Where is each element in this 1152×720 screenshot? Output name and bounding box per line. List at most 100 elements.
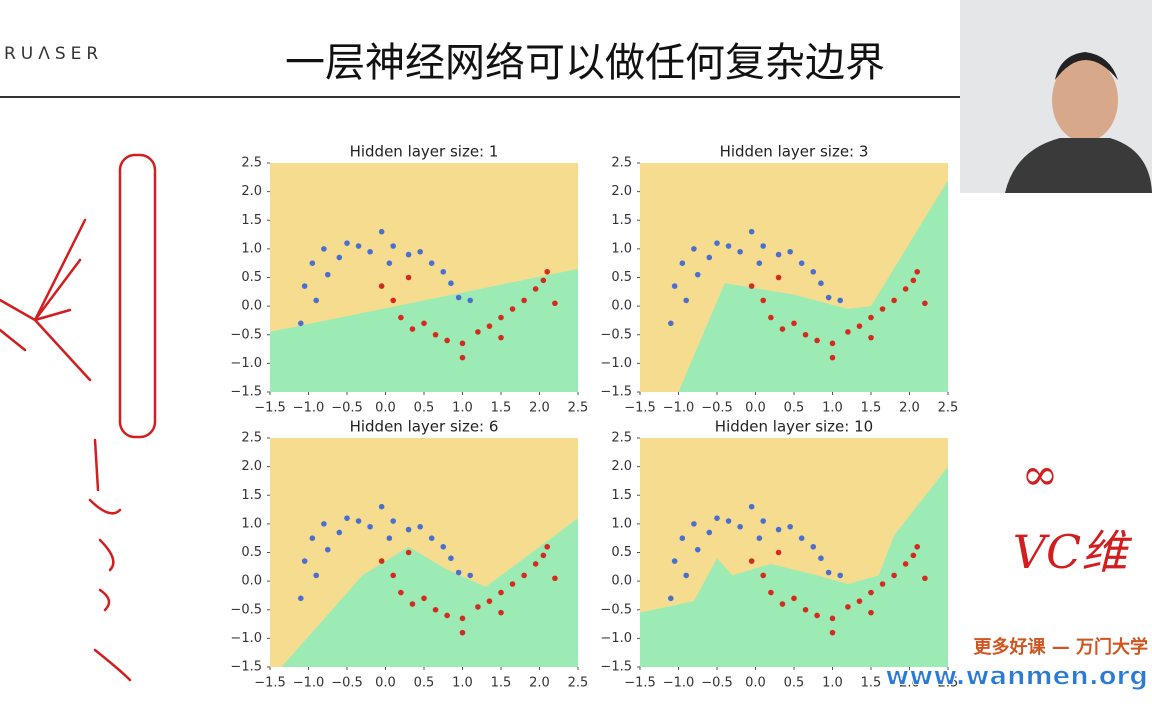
point bbox=[540, 552, 547, 559]
point bbox=[355, 243, 362, 249]
y-tick-label: 2.0 bbox=[611, 459, 632, 474]
point bbox=[486, 598, 493, 604]
point bbox=[706, 254, 713, 261]
decision-region bbox=[270, 268, 578, 392]
point bbox=[868, 609, 874, 616]
y-tick-label: −1.0 bbox=[230, 631, 262, 646]
point bbox=[324, 546, 331, 553]
point bbox=[532, 561, 539, 567]
point bbox=[868, 314, 874, 321]
x-tick-label: 2.0 bbox=[899, 676, 920, 691]
point bbox=[344, 240, 350, 246]
note-infinity: ∞ bbox=[1022, 450, 1059, 501]
x-tick-label: 1.5 bbox=[491, 676, 512, 691]
point bbox=[829, 354, 836, 361]
point bbox=[818, 280, 824, 287]
ink-lines bbox=[0, 218, 92, 382]
decision-region bbox=[678, 180, 948, 392]
point bbox=[791, 595, 797, 602]
y-tick-label: 2.0 bbox=[611, 184, 632, 199]
point bbox=[748, 283, 755, 289]
point bbox=[378, 558, 385, 564]
point bbox=[509, 581, 516, 587]
x-tick-label: −1.0 bbox=[293, 676, 325, 691]
shirt bbox=[1005, 138, 1152, 193]
x-tick-label: 2.0 bbox=[529, 401, 550, 416]
point bbox=[301, 283, 308, 289]
point bbox=[691, 521, 697, 527]
x-tick-label: 1.0 bbox=[452, 676, 473, 691]
point bbox=[521, 297, 527, 304]
y-tick-label: −1.0 bbox=[600, 631, 632, 646]
point bbox=[829, 340, 836, 347]
point bbox=[321, 521, 327, 527]
x-tick-label: 1.5 bbox=[491, 401, 512, 416]
x-tick-label: −0.5 bbox=[331, 401, 363, 416]
y-tick-label: 0.5 bbox=[611, 270, 632, 285]
y-tick-label: −0.5 bbox=[600, 327, 632, 342]
y-tick-label: 0.0 bbox=[611, 574, 632, 589]
point bbox=[367, 523, 373, 530]
point bbox=[748, 228, 755, 235]
point bbox=[390, 572, 397, 579]
point bbox=[787, 248, 793, 255]
point bbox=[902, 286, 909, 292]
y-tick-label: −1.5 bbox=[230, 660, 262, 675]
point bbox=[313, 572, 320, 579]
y-tick-label: 1.5 bbox=[611, 488, 632, 503]
x-tick-label: −1.0 bbox=[663, 676, 695, 691]
point bbox=[825, 569, 832, 576]
logo: RUΛSER bbox=[4, 44, 103, 64]
webcam bbox=[960, 0, 1152, 193]
point bbox=[879, 306, 886, 312]
plots: Hidden layer size: 1 −1.5 −1.0 −0.5 0.0 0.5 1.… bbox=[230, 143, 958, 691]
y-tick-label: −1.0 bbox=[230, 356, 262, 371]
watermark-url: www.wanmen.org bbox=[885, 662, 1148, 692]
point bbox=[378, 228, 385, 235]
point bbox=[775, 549, 782, 556]
point bbox=[405, 549, 412, 556]
y-tick-label: 2.5 bbox=[611, 431, 632, 446]
point bbox=[344, 515, 350, 521]
y-tick-label: 1.0 bbox=[611, 241, 632, 256]
y-tick-label: 2.5 bbox=[241, 431, 262, 446]
point bbox=[324, 271, 331, 278]
point bbox=[313, 297, 320, 304]
ink-box bbox=[118, 153, 157, 439]
point bbox=[448, 555, 454, 562]
point bbox=[706, 529, 713, 536]
point bbox=[475, 604, 481, 610]
y-tick-label: −1.5 bbox=[600, 385, 632, 400]
point bbox=[440, 268, 447, 275]
chart: Hidden layer size: 6 −1.5 −1.0 −0.5 0.0 0.5 1.… bbox=[230, 418, 588, 691]
y-tick-label: −0.5 bbox=[600, 602, 632, 617]
point bbox=[748, 558, 755, 564]
note-vc: VC维 bbox=[1013, 525, 1132, 579]
point bbox=[409, 601, 416, 607]
point bbox=[683, 572, 689, 579]
point bbox=[428, 535, 435, 541]
point bbox=[336, 529, 343, 536]
y-tick-label: 0.0 bbox=[241, 299, 262, 314]
point bbox=[309, 535, 316, 541]
point bbox=[845, 329, 851, 335]
point bbox=[421, 595, 427, 602]
point bbox=[856, 598, 863, 604]
point bbox=[879, 581, 886, 587]
point bbox=[459, 354, 466, 361]
x-tick-label: 0.5 bbox=[414, 401, 435, 416]
point bbox=[825, 294, 832, 301]
point bbox=[760, 572, 766, 579]
y-tick-label: 0.5 bbox=[241, 545, 262, 560]
point bbox=[355, 518, 362, 524]
point bbox=[467, 572, 474, 579]
y-tick-label: 0.0 bbox=[611, 299, 632, 314]
chart: Hidden layer size: 10 −1.5 −1.0 −0.5 0.0 0.5 1… bbox=[600, 418, 958, 691]
chart-title: Hidden layer size: 10 bbox=[715, 418, 873, 436]
y-tick-label: 2.5 bbox=[611, 156, 632, 171]
point bbox=[432, 331, 439, 338]
point bbox=[467, 297, 474, 304]
point bbox=[791, 320, 797, 327]
point bbox=[856, 323, 863, 329]
y-tick-label: 0.5 bbox=[241, 270, 262, 285]
